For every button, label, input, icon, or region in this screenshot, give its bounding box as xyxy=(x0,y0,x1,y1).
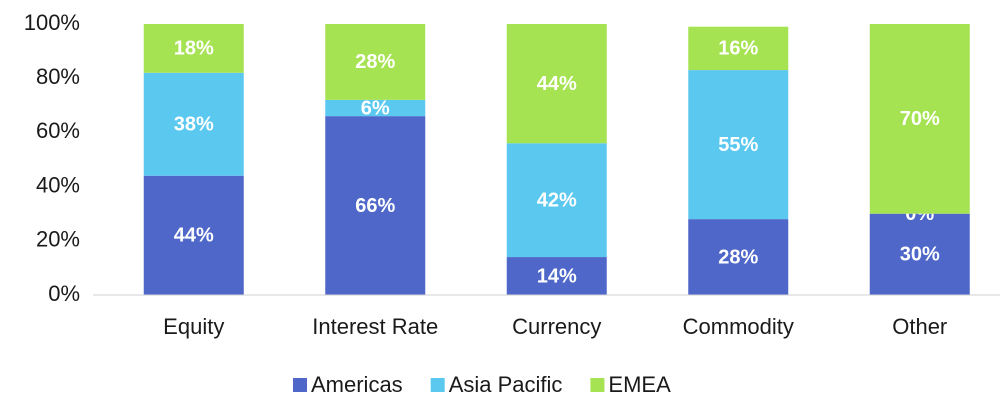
legend-label: Asia Pacific xyxy=(449,372,563,397)
x-tick-label: Interest Rate xyxy=(312,314,438,339)
y-tick-label: 60% xyxy=(36,118,80,143)
value-label: 30% xyxy=(900,244,940,266)
y-tick-label: 80% xyxy=(36,64,80,89)
value-label: 55% xyxy=(718,134,758,156)
bar-segment xyxy=(688,219,789,295)
bar-segment xyxy=(869,24,970,214)
legend-marker xyxy=(293,378,307,392)
bar-segment xyxy=(869,213,970,295)
bar-segment xyxy=(506,24,607,144)
y-tick-label: 40% xyxy=(36,172,80,197)
value-label: 28% xyxy=(718,246,758,268)
bar-segment xyxy=(143,175,244,295)
value-label: 6% xyxy=(361,97,390,119)
value-label: 18% xyxy=(174,38,214,60)
value-label: 16% xyxy=(718,38,758,60)
x-tick-label: Equity xyxy=(163,314,224,339)
x-tick-label: Commodity xyxy=(683,314,794,339)
x-tick-label: Currency xyxy=(512,314,601,339)
bar-segment xyxy=(325,116,426,295)
y-tick-label: 20% xyxy=(36,227,80,252)
value-label: 70% xyxy=(900,108,940,130)
x-tick-label: Other xyxy=(892,314,947,339)
bar-segment xyxy=(143,24,244,73)
bar-segment xyxy=(143,72,244,176)
y-tick-label: 0% xyxy=(48,281,80,306)
legend-marker xyxy=(590,378,605,392)
bar-segment xyxy=(506,143,607,258)
bar-segment xyxy=(325,99,426,117)
value-label: 38% xyxy=(174,114,214,136)
y-tick-label: 100% xyxy=(24,10,80,35)
bar-segment xyxy=(506,257,607,295)
bar-segment xyxy=(688,26,789,71)
value-label: 42% xyxy=(537,189,577,211)
legend-label: EMEA xyxy=(608,372,671,397)
legend-label: Americas xyxy=(311,372,403,397)
legend-marker xyxy=(430,378,445,392)
value-label: 66% xyxy=(355,195,395,217)
value-label: 44% xyxy=(174,225,214,247)
bar-segment xyxy=(688,70,789,220)
bar-segment xyxy=(325,24,426,100)
value-label: 28% xyxy=(355,51,395,73)
value-label: 14% xyxy=(537,265,577,287)
value-label: 44% xyxy=(537,73,577,95)
